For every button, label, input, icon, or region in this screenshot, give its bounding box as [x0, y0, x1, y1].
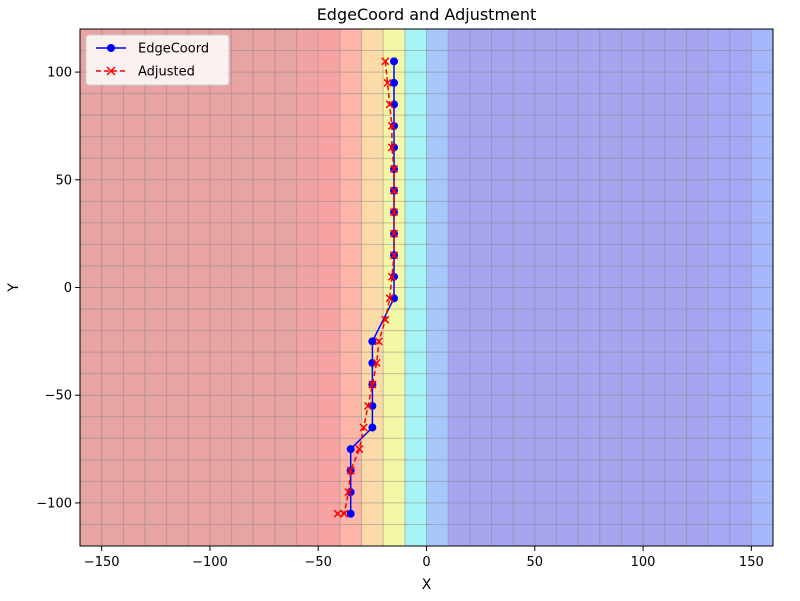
heatmap-band-2: [318, 29, 340, 546]
data-point: [346, 466, 355, 475]
series-adjusted: [333, 57, 399, 518]
data-point: [389, 186, 399, 195]
data-point: [389, 251, 399, 260]
legend: EdgeCoord Adjusted: [85, 34, 230, 86]
data-point: [387, 143, 396, 152]
data-point: [389, 164, 399, 174]
legend-marker: [106, 66, 116, 76]
data-point: [346, 445, 355, 454]
x-tick-label: 0: [422, 555, 430, 570]
y-axis-label: Y: [6, 283, 22, 293]
heatmap-band-6: [404, 29, 427, 546]
heatmap-band-1: [296, 29, 319, 546]
heatmap-band-3: [339, 29, 362, 546]
data-point: [344, 488, 353, 497]
data-point: [368, 337, 377, 346]
chart-title: EdgeCoord and Adjustment: [317, 5, 537, 24]
x-tick-label: −100: [192, 555, 228, 570]
data-point: [359, 423, 368, 432]
x-tick-label: 50: [527, 555, 544, 570]
legend-marker: [107, 44, 115, 52]
data-point: [390, 294, 399, 303]
data-point: [374, 337, 383, 346]
data-point: [340, 509, 349, 518]
series-layer: [333, 57, 399, 518]
data-point: [390, 100, 399, 109]
x-tick-label: −50: [305, 555, 332, 570]
data-point: [368, 423, 377, 432]
data-point: [381, 315, 390, 324]
data-point: [387, 121, 396, 130]
heatmap-band-8: [448, 29, 709, 546]
data-point: [381, 57, 390, 66]
background-heatmap: [80, 29, 773, 546]
x-tick-label: 100: [631, 555, 656, 570]
data-point: [385, 100, 394, 109]
x-axis-label: X: [422, 577, 432, 593]
data-point: [346, 509, 355, 518]
data-point: [389, 208, 399, 217]
axes: −150 −100 −50 0 50 100 150 −100 −50 0 50 100: [36, 66, 763, 570]
data-point: [385, 294, 394, 303]
data-point: [363, 401, 373, 411]
heatmap-band-7: [426, 29, 449, 546]
y-tick-label: −100: [36, 496, 72, 511]
data-point: [368, 380, 377, 389]
y-tick-label: 50: [55, 173, 72, 188]
heatmap-band-10: [751, 29, 773, 546]
data-point: [368, 358, 377, 367]
y-tick-label: 100: [47, 66, 72, 81]
data-point: [372, 358, 381, 367]
heatmap-band-9: [708, 29, 752, 546]
data-point: [390, 57, 399, 66]
x-tick-label: −150: [84, 555, 120, 570]
data-point: [387, 272, 396, 281]
y-tick-label: 0: [64, 281, 72, 296]
data-point: [390, 78, 399, 87]
heatmap-band-0: [80, 29, 297, 546]
legend-label: Adjusted: [138, 65, 195, 80]
legend-entry-edgecoord: EdgeCoord: [96, 42, 209, 57]
data-point: [333, 509, 342, 518]
legend-label: EdgeCoord: [138, 42, 209, 57]
legend-entry-adjusted: Adjusted: [96, 65, 195, 80]
data-point: [368, 401, 377, 410]
data-point: [383, 78, 392, 87]
data-point: [389, 229, 399, 238]
y-tick-label: −50: [45, 389, 72, 404]
heatmap-band-4: [361, 29, 384, 546]
x-tick-label: 150: [739, 555, 764, 570]
data-point: [355, 445, 364, 454]
